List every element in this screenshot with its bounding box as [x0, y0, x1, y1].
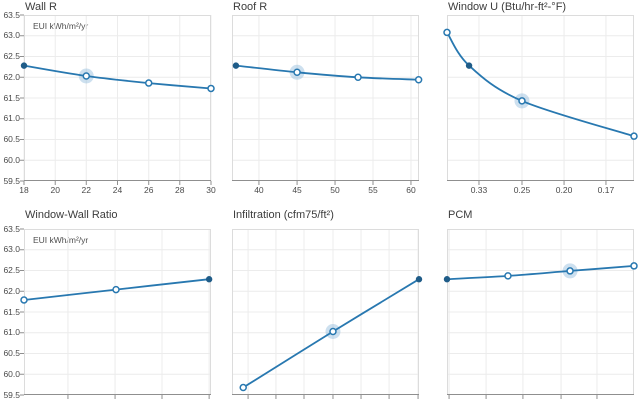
data-point-baseline[interactable]	[205, 276, 213, 283]
chart-title-window-wall-ratio: Window-Wall Ratio	[25, 209, 118, 221]
plot-area-window-wall-ratio	[20, 228, 213, 399]
y-tick-label: 60.5	[3, 348, 20, 358]
plot-area-window-u	[443, 15, 638, 185]
data-point-selected[interactable]	[566, 267, 574, 275]
data-point-selected[interactable]	[518, 97, 526, 105]
data-point-baseline[interactable]	[415, 276, 423, 283]
x-tick-label: 45	[292, 185, 302, 195]
data-point-baseline[interactable]	[443, 276, 451, 283]
chart-title-pcm: PCM	[448, 209, 473, 221]
x-tick-label: 0.33	[470, 185, 488, 195]
y-tick-label: 60.5	[3, 134, 20, 144]
data-point[interactable]	[504, 272, 512, 280]
eui-unit-annotation: EUI kWh/m²/yr	[33, 21, 89, 31]
x-tick-label: 60	[406, 185, 416, 195]
trend-line	[23, 64, 212, 90]
y-tick-label: 63.0	[3, 244, 20, 255]
plot-area-infiltration	[232, 229, 423, 399]
y-tick-label: 63.0	[3, 30, 20, 41]
plot-area-pcm	[443, 229, 638, 399]
data-point-selected[interactable]	[329, 327, 337, 336]
y-tick-label: 62.0	[3, 71, 20, 82]
y-tick-label: 59.5	[3, 389, 20, 400]
x-tick-label: 0.17	[597, 185, 615, 195]
x-tick-label: 22	[81, 185, 91, 195]
x-tick-label: 20	[50, 185, 60, 195]
data-point[interactable]	[144, 79, 153, 87]
y-tick-label: 63.5	[3, 9, 20, 20]
x-tick-label: 50	[330, 185, 340, 195]
x-tick-label: 0.20	[555, 185, 573, 195]
data-point[interactable]	[207, 84, 215, 93]
x-tick-label: 0.25	[513, 185, 531, 195]
y-tick-label: 61.5	[3, 92, 20, 103]
data-point-baseline[interactable]	[465, 62, 473, 69]
data-point[interactable]	[239, 383, 247, 392]
x-tick-label: 18	[19, 185, 29, 195]
x-tick-label: 24	[112, 185, 123, 195]
data-point-baseline[interactable]	[20, 62, 28, 69]
data-point[interactable]	[354, 73, 362, 81]
data-point[interactable]	[630, 262, 638, 270]
data-point-selected[interactable]	[293, 68, 301, 77]
data-point[interactable]	[414, 75, 423, 84]
eui-unit-annotation: EUI kWh/m²/yr	[33, 235, 89, 245]
data-point[interactable]	[443, 28, 451, 37]
y-tick-label: 60.0	[3, 368, 20, 379]
chart-title-roof-r: Roof R	[233, 1, 268, 13]
y-tick-label: 63.5	[3, 223, 20, 234]
data-point[interactable]	[20, 296, 28, 304]
x-tick-label: 40	[254, 185, 264, 195]
data-point-selected[interactable]	[82, 72, 91, 80]
chart-title-window-u: Window U (Btu/hr-ft²-°F)	[448, 1, 567, 13]
data-point[interactable]	[630, 132, 638, 140]
y-tick-label: 62.5	[3, 265, 20, 275]
y-tick-label: 61.5	[3, 306, 20, 317]
plot-area-wall-r	[20, 14, 215, 185]
y-tick-label: 59.5	[3, 175, 20, 186]
y-tick-label: 62.0	[3, 285, 20, 296]
plot-area-roof-r	[232, 15, 423, 185]
data-point[interactable]	[112, 285, 120, 294]
data-point-baseline[interactable]	[232, 62, 240, 69]
chart-title-wall-r: Wall R	[25, 1, 57, 13]
chart-title-infiltration: Infiltration (cfm75/ft²)	[233, 209, 334, 221]
x-tick-label: 26	[143, 185, 154, 195]
y-tick-label: 61.0	[3, 327, 20, 338]
y-tick-label: 61.0	[3, 113, 20, 124]
x-tick-label: 30	[206, 185, 216, 195]
x-tick-label: 55	[368, 185, 378, 195]
trend-line	[446, 265, 635, 281]
y-tick-label: 60.0	[3, 154, 20, 165]
trend-line	[235, 64, 419, 81]
x-tick-label: 28	[175, 185, 185, 195]
trend-line	[446, 31, 635, 138]
y-tick-label: 62.5	[3, 51, 20, 61]
